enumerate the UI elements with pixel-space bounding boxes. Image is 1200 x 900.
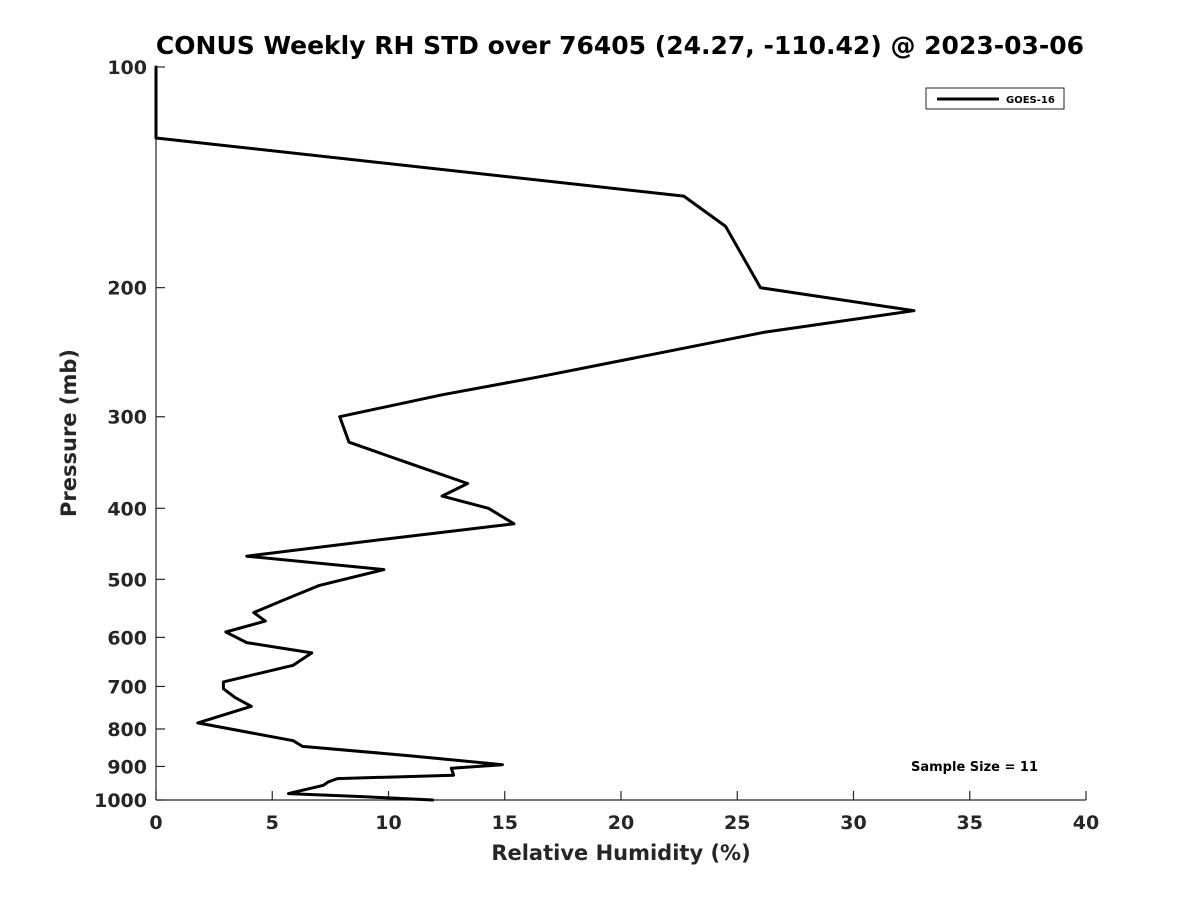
x-tick-label: 25 — [724, 812, 750, 834]
y-tick-label: 200 — [107, 278, 147, 300]
y-tick-label: 600 — [107, 627, 147, 649]
y-tick-label: 1000 — [94, 790, 147, 812]
legend: GOES-16 — [925, 87, 1065, 110]
x-axis-label: Relative Humidity (%) — [491, 841, 750, 865]
x-tick-label: 20 — [608, 812, 634, 834]
y-tick-label: 400 — [107, 498, 147, 520]
y-tick-label: 900 — [107, 756, 147, 778]
x-tick-label: 15 — [492, 812, 518, 834]
legend-label: GOES-16 — [1006, 95, 1055, 106]
y-axis-label: Pressure (mb) — [57, 349, 81, 517]
x-tick-label: 0 — [149, 812, 162, 834]
x-tick-label: 30 — [840, 812, 866, 834]
sample-size-annotation: Sample Size = 11 — [911, 760, 1038, 775]
y-tick-label: 500 — [107, 569, 147, 591]
y-tick-label: 300 — [107, 407, 147, 429]
series-layer — [154, 65, 916, 802]
chart-title: CONUS Weekly RH STD over 76405 (24.27, -… — [156, 31, 1084, 60]
x-tick-label: 10 — [375, 812, 401, 834]
y-ticks: 100 200 300 400 500 600 700 800 900 1000 — [94, 57, 165, 812]
series-line-goes-16 — [154, 65, 916, 802]
x-tick-label: 5 — [266, 812, 279, 834]
y-tick-label: 100 — [107, 57, 147, 79]
plot-area: 0 5 10 15 20 25 30 35 40 100 200 300 400 500 600 700 80… — [94, 57, 1099, 834]
y-tick-label: 800 — [107, 719, 147, 741]
x-tick-label: 40 — [1073, 812, 1099, 834]
y-tick-label: 700 — [107, 676, 147, 698]
x-ticks: 0 5 10 15 20 25 30 35 40 — [149, 791, 1099, 834]
x-tick-label: 35 — [957, 812, 983, 834]
